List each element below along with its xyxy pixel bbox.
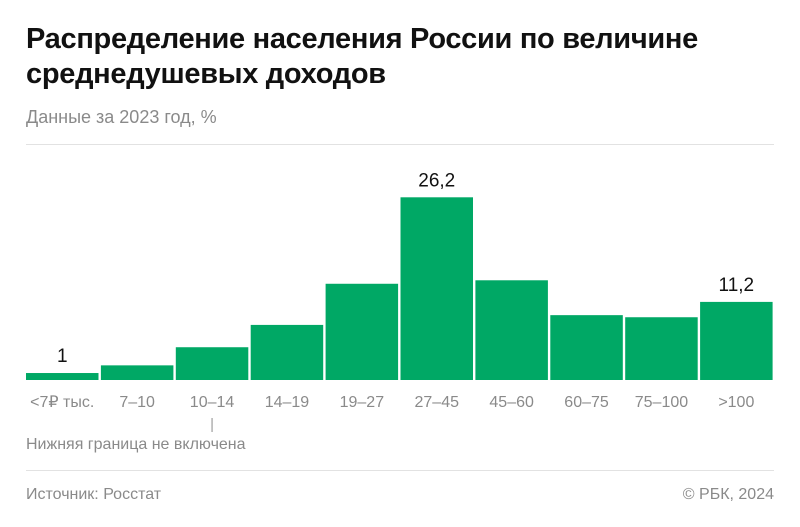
- tick-label: 45–60: [489, 394, 534, 411]
- data-label: 1: [57, 346, 68, 367]
- bar: [250, 324, 324, 380]
- data-label: 11,2: [719, 275, 755, 296]
- chart-subtitle: Данные за 2023 год, %: [26, 107, 217, 127]
- tick-label: <7₽ тыс.: [30, 394, 94, 411]
- bar: [550, 315, 623, 380]
- tick-label: 14–19: [265, 394, 310, 411]
- bar: [100, 365, 174, 380]
- source-text: Источник: Росстат: [26, 486, 162, 503]
- bar: [700, 301, 773, 380]
- tick-label: 7–10: [119, 394, 155, 411]
- tick-label: 10–14: [190, 394, 235, 411]
- bar: [325, 283, 399, 380]
- bar: [400, 197, 473, 380]
- bar-chart: <7₽ тыс. 1 7–10 10–14 14–19 19–27 27–45 26,2 45–…: [26, 170, 773, 453]
- data-label: 26,2: [418, 170, 455, 191]
- chart-title: Распределение населения России по величи…: [26, 23, 698, 90]
- tick-label: 60–75: [564, 394, 609, 411]
- bar: [175, 347, 249, 380]
- copyright-text: © РБК, 2024: [682, 486, 774, 503]
- annotation-text: Нижняя граница не включена: [26, 436, 246, 453]
- bottom-divider: [26, 470, 774, 471]
- bar: [475, 280, 548, 380]
- bar: [625, 317, 698, 380]
- top-divider: [26, 144, 774, 145]
- tick-label: 19–27: [340, 394, 385, 411]
- tick-label: 27–45: [415, 394, 460, 411]
- tick-label: >100: [718, 394, 754, 411]
- tick-label: 75–100: [635, 394, 688, 411]
- bar: [26, 373, 99, 380]
